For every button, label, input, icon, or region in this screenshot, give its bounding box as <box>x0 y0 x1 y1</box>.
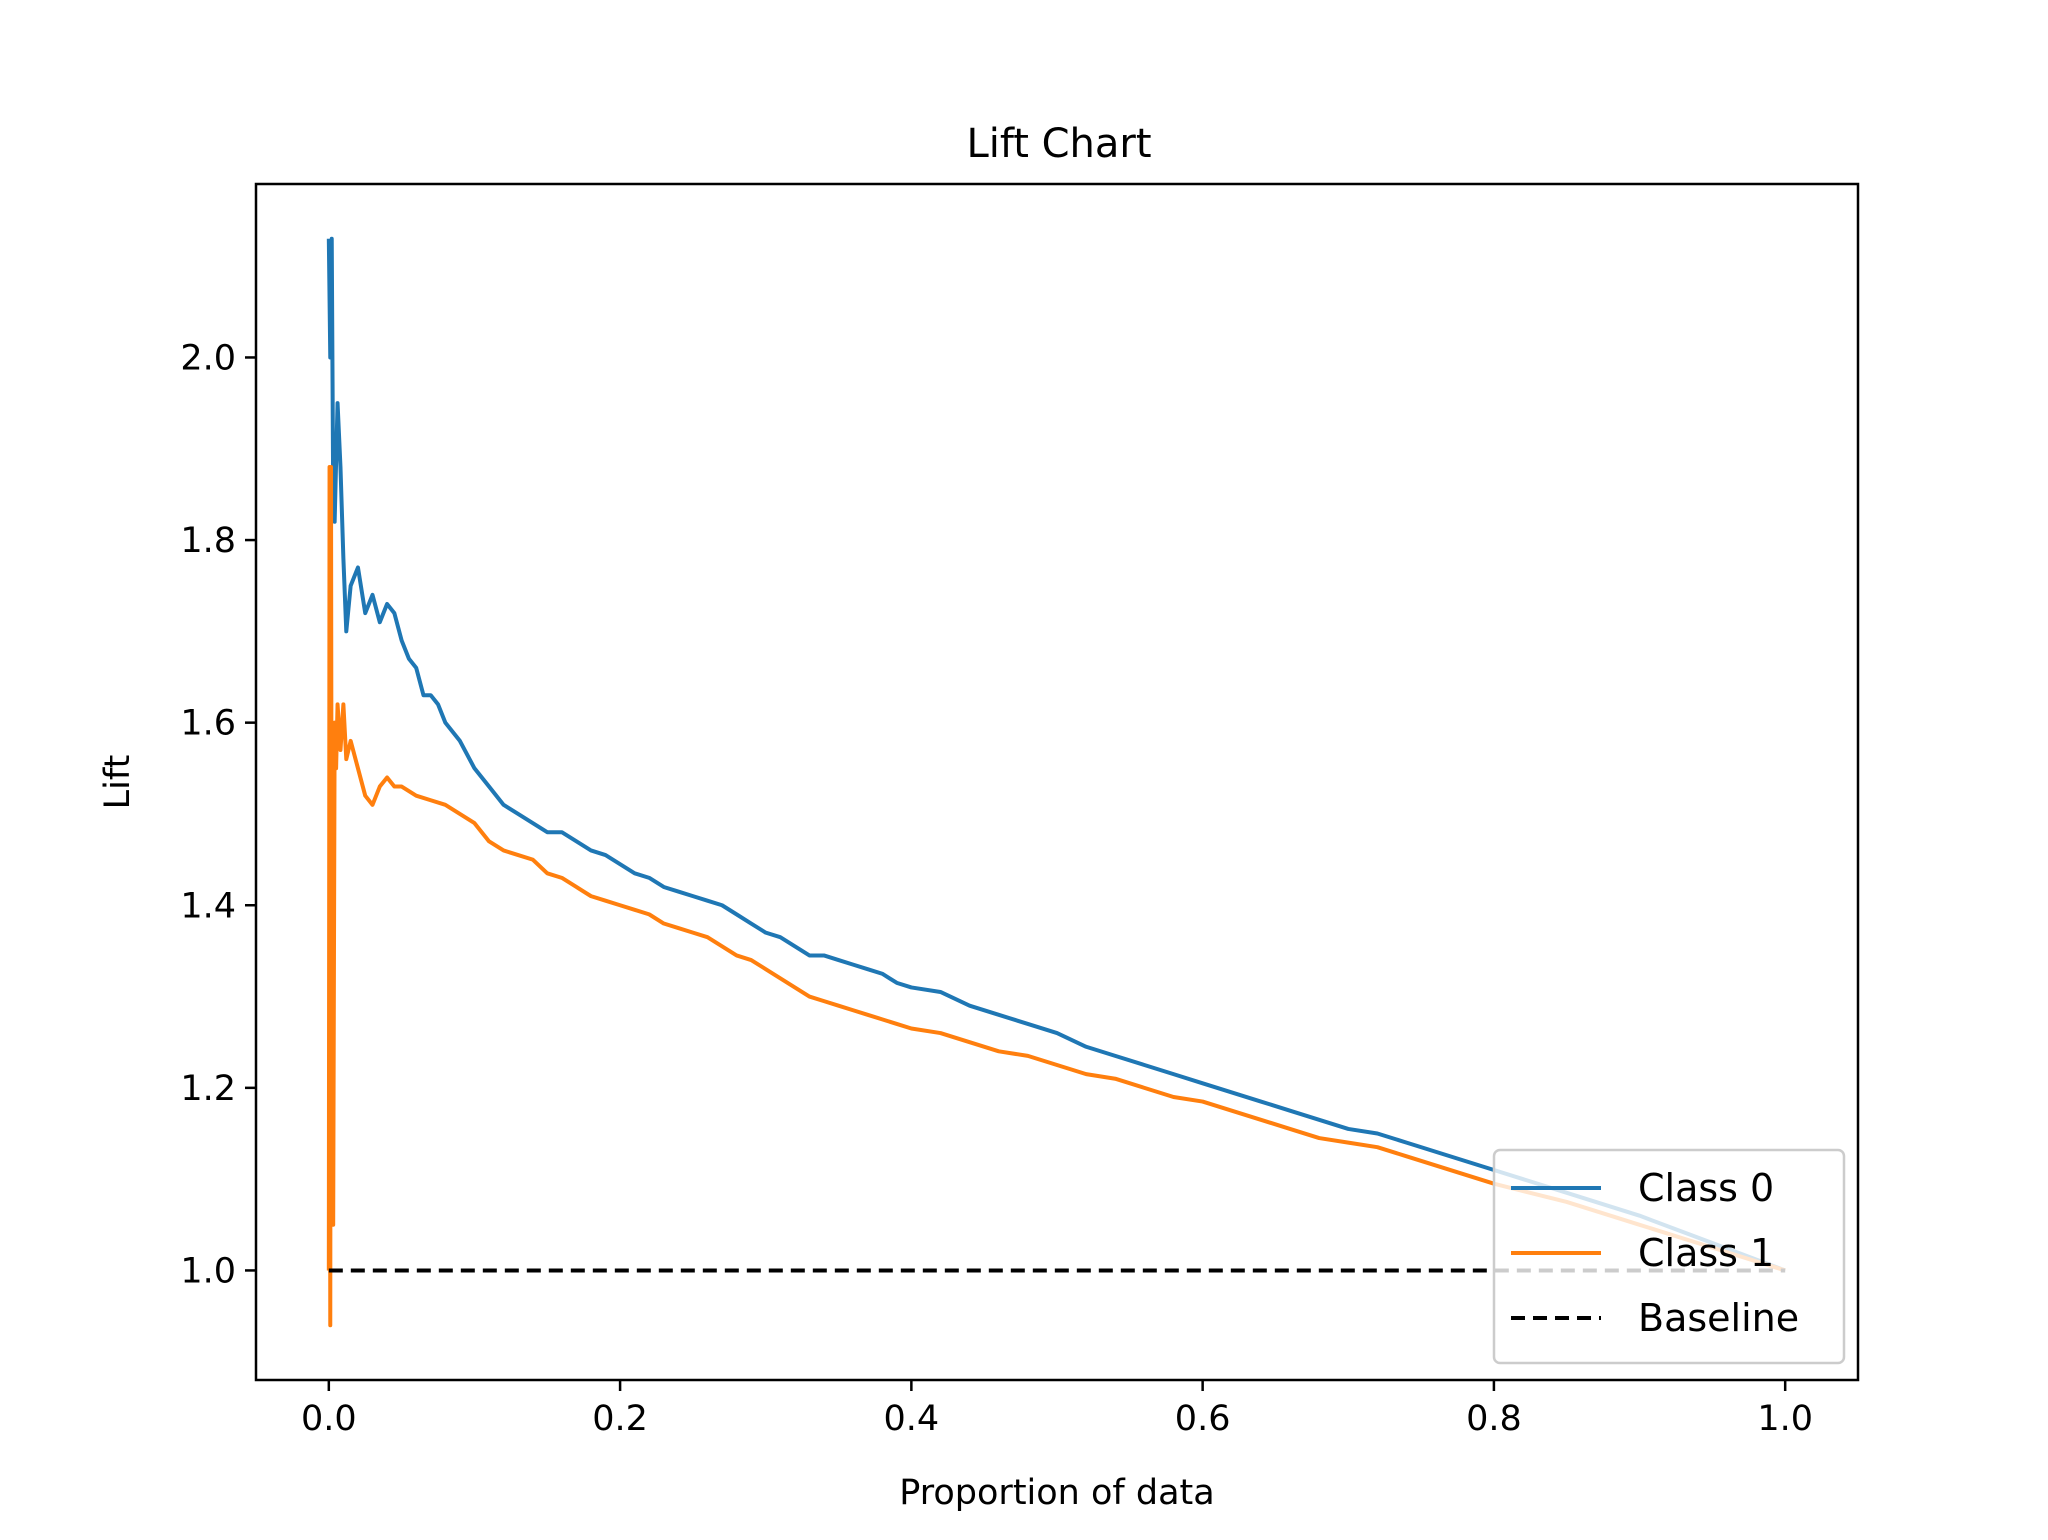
legend: Class 0 Class 1 Baseline <box>1492 1148 1846 1365</box>
x-tick-label: 0.0 <box>301 1399 357 1439</box>
y-tick-label: 1.8 <box>180 521 236 561</box>
legend-label: Class 0 <box>1638 1166 1774 1210</box>
y-axis-ticks: 1.0 1.2 1.4 1.6 1.8 2.0 <box>180 338 256 1291</box>
legend-box <box>1492 1148 1846 1365</box>
y-tick-label: 1.6 <box>180 704 236 744</box>
y-tick-label: 1.0 <box>180 1251 236 1291</box>
x-tick-label: 0.4 <box>884 1399 940 1439</box>
x-axis-ticks: 0.0 0.2 0.4 0.6 0.8 1.0 <box>301 1380 1813 1439</box>
series-line-class-1 <box>326 465 1786 1328</box>
x-axis-label: Proportion of data <box>899 1473 1214 1513</box>
plot-frame <box>254 182 1860 1382</box>
y-tick-label: 1.2 <box>180 1069 236 1109</box>
series-line-class-0 <box>326 236 1786 1273</box>
x-tick-label: 1.0 <box>1757 1399 1813 1439</box>
y-axis-label: Lift <box>98 755 138 810</box>
x-tick-label: 0.6 <box>1175 1399 1231 1439</box>
legend-label: Baseline <box>1638 1296 1799 1340</box>
y-tick-label: 2.0 <box>180 338 236 378</box>
y-tick-label: 1.4 <box>180 886 236 926</box>
x-tick-label: 0.8 <box>1466 1399 1522 1439</box>
legend-label: Class 1 <box>1638 1231 1774 1275</box>
chart-title: Lift Chart <box>966 121 1151 167</box>
x-tick-label: 0.2 <box>592 1399 648 1439</box>
